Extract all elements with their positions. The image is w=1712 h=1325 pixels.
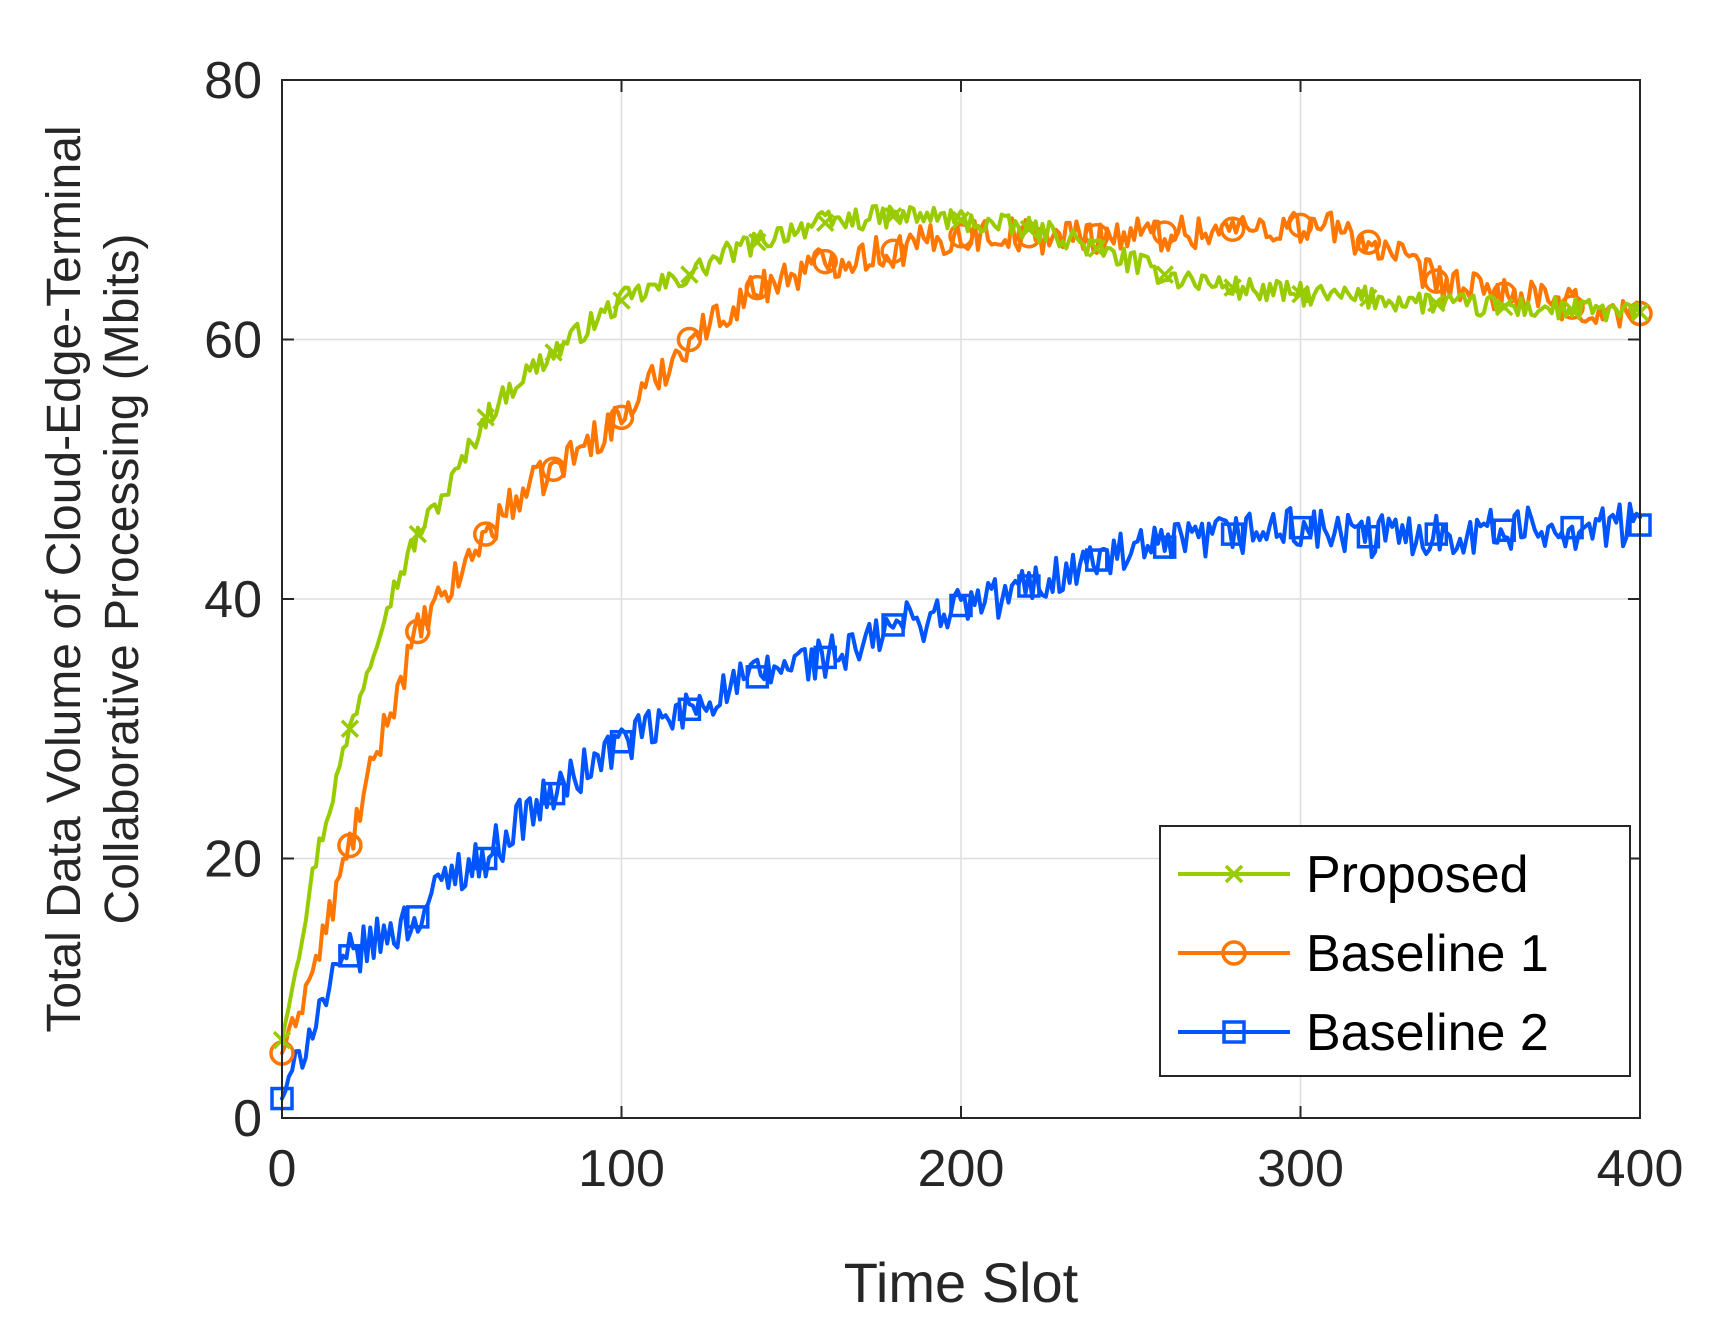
legend-label: Proposed [1306, 846, 1529, 904]
y-axis-title: Total Data Volume of Cloud-Edge-Terminal… [38, 125, 149, 1032]
data-point-marker [745, 665, 770, 689]
x-tick-label: 200 [918, 1140, 1005, 1198]
series-line [280, 501, 1642, 1101]
data-point-marker [609, 729, 634, 754]
data-point-marker [1494, 297, 1514, 317]
series-proposed [272, 204, 1650, 1050]
y-tick-label: 40 [204, 571, 262, 629]
data-point-marker [815, 213, 835, 232]
data-point-marker [1155, 265, 1174, 284]
data-point-marker [544, 343, 563, 362]
data-point-marker [948, 222, 974, 249]
legend-marker [1222, 1020, 1246, 1044]
y-axis-title-line-2: Collaborative Processing (Mbits) [96, 234, 149, 925]
series-line [280, 204, 1642, 1043]
data-point-marker [406, 905, 430, 929]
data-point-marker [813, 645, 837, 670]
legend-marker [1221, 940, 1247, 966]
data-point-marker [541, 781, 566, 806]
data-point-marker [1355, 229, 1382, 255]
legend-entry: Baseline 1 [1178, 925, 1549, 983]
data-point-marker [949, 593, 973, 618]
data-point-marker [1288, 515, 1313, 540]
data-point-marker [1017, 574, 1041, 598]
data-point-marker [883, 207, 903, 226]
data-point-marker [1019, 219, 1039, 239]
y-tick-label: 20 [204, 831, 262, 889]
data-point-marker [1151, 220, 1178, 246]
data-point-marker [405, 618, 431, 645]
data-point-marker [880, 238, 906, 265]
x-tick-label: 0 [268, 1140, 297, 1198]
legend-label: Baseline 2 [1306, 1004, 1549, 1062]
data-point-marker [1560, 515, 1584, 540]
data-point-marker [1356, 524, 1381, 549]
data-point-marker [337, 832, 363, 859]
data-point-marker [540, 456, 567, 482]
data-point-marker [473, 846, 498, 871]
data-point-marker [677, 697, 702, 722]
data-point-marker [1223, 278, 1242, 297]
data-point-marker [881, 613, 905, 637]
data-point-marker [676, 326, 703, 353]
data-point-marker [1085, 548, 1109, 572]
legend-entries: Proposed Baseline 1 Baseline 2 [1178, 846, 1549, 1062]
data-point-marker [812, 248, 838, 275]
data-point-marker [1152, 535, 1177, 559]
data-point-marker [338, 944, 362, 968]
data-point-marker [1423, 268, 1450, 294]
data-point-marker [748, 232, 767, 252]
data-point-marker [680, 265, 699, 284]
legend-marker [1224, 864, 1244, 884]
data-point-marker [608, 404, 635, 431]
data-point-marker [472, 521, 499, 547]
x-tick-label: 300 [1257, 1140, 1344, 1198]
data-point-marker [1291, 284, 1310, 304]
data-point-marker [1219, 216, 1246, 242]
data-point-marker [1359, 288, 1378, 308]
x-axis-title: Time Slot [844, 1251, 1079, 1314]
tick-layer: 0 100 200 300 400 0 20 40 60 80 [204, 52, 1683, 1198]
y-axis-title-line-1: Total Data Volume of Cloud-Edge-Terminal [38, 125, 91, 1032]
x-tick-label: 400 [1597, 1140, 1684, 1198]
data-point-marker [340, 719, 360, 738]
legend-entry: Proposed [1178, 846, 1529, 904]
legend-label: Baseline 1 [1306, 925, 1549, 983]
series-line [280, 210, 1642, 1056]
y-tick-label: 0 [233, 1090, 262, 1148]
data-point-marker [1424, 522, 1449, 546]
y-tick-label: 80 [204, 52, 262, 110]
data-point-marker [1220, 522, 1245, 546]
data-point-marker [1427, 293, 1446, 313]
data-point-marker [744, 274, 771, 301]
data-point-marker [408, 524, 428, 544]
data-point-marker [951, 210, 971, 230]
data-point-marker [1287, 212, 1314, 239]
data-point-marker [1492, 518, 1516, 542]
y-tick-label: 60 [204, 312, 262, 370]
data-point-marker [1087, 239, 1107, 258]
data-point-marker [612, 291, 631, 310]
x-tick-label: 100 [578, 1140, 665, 1198]
legend-entry: Baseline 2 [1178, 1004, 1549, 1062]
data-point-marker [1562, 300, 1582, 319]
data-point-marker [476, 408, 495, 427]
legend: Proposed Baseline 1 Baseline 2 [1159, 825, 1631, 1077]
